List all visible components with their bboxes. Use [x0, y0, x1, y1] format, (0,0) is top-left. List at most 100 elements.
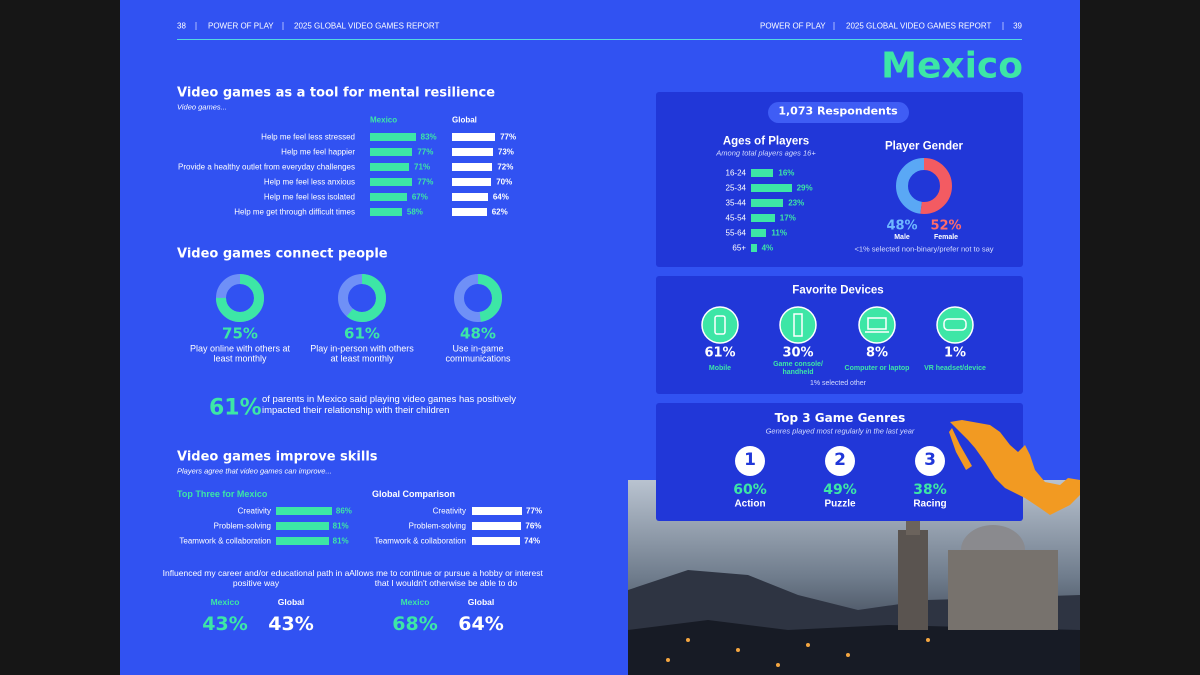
bar — [751, 169, 774, 177]
icon-shape — [865, 317, 889, 333]
rank-badge — [825, 446, 855, 476]
rank-badge — [915, 446, 945, 476]
header-title: POWER OF PLAY — [760, 21, 826, 31]
device-value: 1% — [943, 345, 967, 361]
stat-value: 68% — [392, 613, 438, 636]
bar — [472, 537, 521, 545]
age-label: 16-24 — [725, 168, 746, 178]
bar — [452, 163, 493, 171]
row-label: Creativity — [432, 506, 466, 516]
value-label: 4% — [761, 243, 774, 253]
gender-name: Male — [894, 233, 910, 241]
column-heading: Top Three for Mexico — [177, 488, 268, 499]
bar — [276, 522, 329, 530]
device-name: Computer or laptop — [844, 364, 910, 372]
page-number: 38 — [177, 21, 186, 31]
bar — [452, 208, 487, 216]
icon-shape — [793, 313, 803, 337]
value-label: 83% — [420, 132, 437, 142]
bar — [370, 148, 413, 156]
device-icon — [858, 306, 896, 344]
age-label: 55-64 — [725, 228, 746, 238]
value-label: 77% — [526, 506, 543, 516]
device-value: 30% — [782, 345, 814, 361]
bar — [452, 133, 496, 141]
row-label: Help me feel less stressed — [261, 132, 355, 142]
country-title: Mexico — [881, 45, 1023, 87]
age-label: 65+ — [732, 243, 746, 253]
row-label: Help me feel less isolated — [263, 192, 355, 202]
header-title: POWER OF PLAY — [208, 21, 274, 31]
panel-subtitle: Among total players ages 16+ — [716, 148, 816, 158]
bar — [452, 148, 493, 156]
column-heading: Global Comparison — [372, 488, 456, 499]
gender-name: Female — [933, 233, 959, 241]
bar — [370, 178, 413, 186]
header-report: 2025 GLOBAL VIDEO GAMES REPORT — [294, 21, 440, 31]
donut-caption: Play in-person with others at least mont… — [310, 343, 414, 364]
genre-name: Racing — [913, 498, 947, 510]
device-icon — [701, 306, 739, 344]
section-title: Video games as a tool for mental resilie… — [177, 85, 496, 101]
stat-name: Mexico — [400, 597, 430, 608]
bar — [751, 244, 757, 252]
value-label: 64% — [492, 192, 509, 202]
bar — [370, 193, 407, 201]
value-label: 67% — [411, 192, 428, 202]
value-label: 76% — [525, 521, 542, 531]
row-label: Provide a healthy outlet from everyday c… — [178, 162, 355, 172]
genre-name: Puzzle — [824, 498, 856, 510]
value-label: 77% — [417, 177, 434, 187]
bar — [751, 199, 784, 207]
header-rule — [177, 39, 1022, 40]
bar — [751, 229, 767, 237]
highlight-text: of parents in Mexico said playing video … — [262, 394, 516, 416]
section-subtitle: Players agree that video games can impro… — [177, 466, 332, 476]
stat-name: Global — [277, 597, 305, 608]
device-value: 61% — [704, 345, 736, 361]
donut-value: 61% — [344, 324, 380, 343]
genre-rank: 2 — [834, 450, 846, 471]
bar — [370, 133, 416, 141]
value-label: 81% — [332, 521, 349, 531]
bar — [276, 537, 329, 545]
rank-badge — [735, 446, 765, 476]
icon-shape — [714, 315, 726, 335]
age-label: 35-44 — [725, 198, 746, 208]
section-subtitle: Video games... — [177, 102, 227, 112]
value-label: 74% — [524, 536, 541, 546]
section-title: Video games improve skills — [177, 449, 378, 465]
donut-segment — [338, 274, 386, 322]
device-value: 8% — [865, 345, 889, 361]
donut-caption: Use in-game communications — [445, 343, 511, 364]
value-label: 70% — [496, 177, 513, 187]
value-label: 16% — [778, 168, 795, 178]
respondents-pill — [768, 102, 909, 123]
device-name: Game console/ handheld — [773, 360, 823, 376]
panel-title: Player Gender — [885, 140, 963, 153]
row-label: Creativity — [237, 506, 271, 516]
stat-caption: Allows me to continue or pursue a hobby … — [349, 568, 543, 588]
genre-rank: 3 — [924, 450, 936, 471]
value-label: 86% — [335, 506, 352, 516]
icon-shape — [943, 318, 967, 331]
stat-value: 43% — [268, 613, 314, 636]
header-report: 2025 GLOBAL VIDEO GAMES REPORT — [846, 21, 992, 31]
row-label: Help me get through difficult times — [234, 207, 355, 217]
stat-caption: Influenced my career and/or educational … — [162, 568, 350, 588]
row-label: Help me feel less anxious — [263, 177, 355, 187]
column-heading: Global — [452, 115, 477, 125]
device-icon — [779, 306, 817, 344]
gender-value: 52% — [930, 218, 962, 234]
stat-name: Mexico — [210, 597, 240, 608]
value-label: 81% — [332, 536, 349, 546]
value-label: 58% — [406, 207, 423, 217]
bar — [452, 178, 492, 186]
value-label: 23% — [788, 198, 805, 208]
bar — [452, 193, 488, 201]
row-label: Teamwork & collaboration — [179, 536, 271, 546]
genre-value: 60% — [733, 481, 767, 498]
value-label: 17% — [779, 213, 796, 223]
